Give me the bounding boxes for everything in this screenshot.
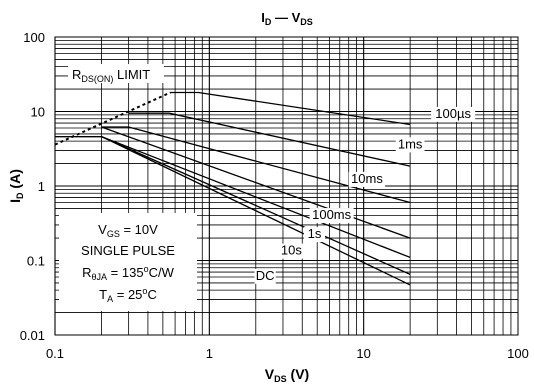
- series-label-bg: [276, 243, 306, 259]
- condition-single-pulse: SINGLE PULSE: [81, 243, 175, 258]
- series-label-bg: [431, 106, 476, 122]
- soa-curve-10ms: [101, 126, 411, 204]
- title-main: I: [261, 10, 265, 25]
- rdson-main: R: [72, 67, 81, 82]
- rdson-limit-label: RDS(ON) LIMIT: [72, 67, 150, 84]
- vgs-sub: GS: [107, 229, 120, 239]
- title-main2: V: [292, 10, 301, 25]
- y-tick-label: 10: [31, 105, 45, 120]
- vgs-main: V: [98, 222, 107, 237]
- rthja-rest: = 135: [107, 265, 144, 280]
- grid: [54, 37, 518, 336]
- ta-sub: A: [107, 294, 113, 304]
- rdson-sub: DS(ON): [81, 74, 113, 84]
- soa-curve-100s: [170, 91, 411, 126]
- labels: 0.1 1 10 1000.010.1110100100µs1ms10ms100ms1…: [20, 30, 529, 361]
- ylabel-main: I: [7, 199, 23, 203]
- x-tick-label: 0.1: [46, 346, 64, 361]
- condition-vgs: VGS = 10V: [98, 222, 158, 239]
- series-label-bg: [254, 268, 276, 284]
- y-tick-label: 100: [23, 30, 45, 45]
- soa-curve-100ms: [101, 126, 411, 239]
- y-tick-label: 0.1: [27, 254, 45, 269]
- series-label: 100ms: [312, 207, 352, 222]
- series-label-bg: [303, 227, 326, 243]
- ylabel-sub: D: [15, 192, 25, 199]
- xlabel-sub: DS: [274, 374, 287, 384]
- rdson-label-bg: [68, 64, 164, 83]
- conditions-box: [59, 213, 197, 311]
- title-sub: D: [265, 17, 272, 27]
- ta-rest2: C: [147, 287, 156, 302]
- ta-rest: = 25: [113, 287, 142, 302]
- ylabel-unit: (A): [7, 169, 23, 192]
- single-pulse-main: SINGLE PULSE: [81, 243, 175, 258]
- series-label: 1s: [308, 226, 322, 241]
- soa-curve-10s: [101, 136, 411, 275]
- series-label: 10ms: [351, 171, 383, 186]
- rdson-rest: LIMIT: [113, 67, 150, 82]
- ta-sup: o: [142, 286, 147, 296]
- title-sub2: DS: [300, 17, 313, 27]
- xlabel-unit: (V): [287, 366, 310, 382]
- y-tick-label: 1: [38, 179, 45, 194]
- y-tick-label: 0.01: [20, 328, 45, 343]
- xlabel-main: V: [265, 366, 275, 382]
- x-tick-label: 100: [507, 346, 529, 361]
- series-label: 1ms: [398, 136, 423, 151]
- series-label: 100µs: [435, 106, 471, 121]
- rthja-rest2: C/W: [149, 265, 175, 280]
- title-sep: —: [271, 10, 291, 25]
- rthja-main: R: [82, 265, 91, 280]
- soa-curve-1ms: [128, 112, 411, 167]
- plot-frame: [54, 36, 519, 336]
- condition-rthja: RθJA = 135oC/W: [82, 264, 174, 282]
- condition-ta: TA = 25oC: [99, 286, 157, 304]
- series-label-bg: [309, 208, 354, 224]
- ta-main: T: [99, 287, 107, 302]
- rthja-sup: o: [144, 264, 149, 274]
- series-label: DC: [256, 268, 275, 283]
- x-axis-label: VDS (V): [265, 366, 309, 384]
- y-axis-label: ID (A): [7, 169, 25, 203]
- conditions-text: VGS = 10V SINGLE PULSE RθJA = 135oC/W TA…: [81, 222, 175, 304]
- series-label: 10s: [281, 243, 302, 258]
- chart-title: ID — VDS: [261, 10, 313, 27]
- series-label-bg: [348, 171, 386, 187]
- vgs-rest: = 10V: [120, 222, 158, 237]
- x-tick-label: 10: [356, 346, 370, 361]
- x-tick-label: 1: [206, 346, 213, 361]
- rthja-sub: θJA: [92, 272, 108, 282]
- series-label-bg: [395, 137, 425, 153]
